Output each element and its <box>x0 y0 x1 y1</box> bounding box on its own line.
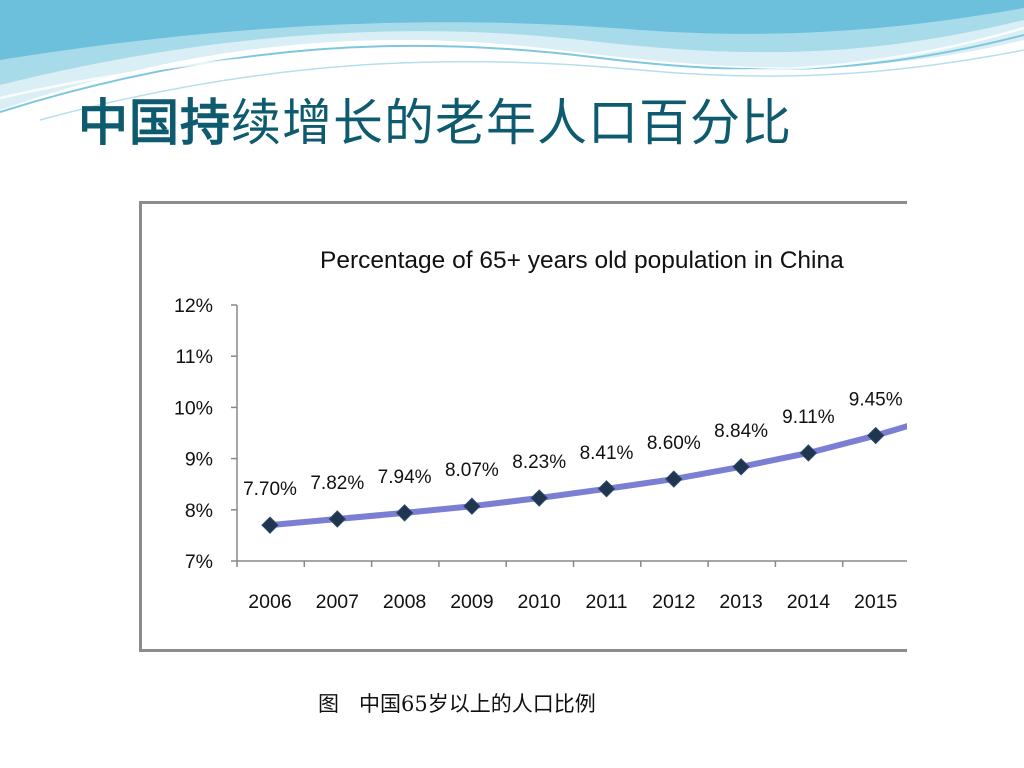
data-label: 8.41% <box>580 443 634 464</box>
y-tick-label: 11% <box>175 346 213 368</box>
data-label: 9.45% <box>849 390 903 411</box>
data-point-marker <box>597 480 616 498</box>
wave-band-dark <box>0 0 1024 60</box>
data-point-marker <box>530 489 548 507</box>
line-chart: Percentage of 65+ years old population i… <box>139 201 907 652</box>
y-tick-label: 7% <box>185 551 213 573</box>
x-tick-label: 2012 <box>652 591 695 613</box>
x-tick-label: 2010 <box>518 591 562 613</box>
x-tick-label: 2006 <box>248 591 291 613</box>
data-label: 8.07% <box>445 460 499 481</box>
data-label: 7.70% <box>243 479 297 500</box>
x-tick-label: 2008 <box>383 591 426 613</box>
slide-title-bold: 中国持 <box>78 94 231 152</box>
data-label: 8.84% <box>714 421 768 442</box>
data-point-marker <box>799 444 818 462</box>
data-point-marker <box>261 516 279 534</box>
x-tick-label: 2011 <box>586 591 628 613</box>
series <box>261 423 907 534</box>
data-label: 7.82% <box>310 473 364 494</box>
slide-title-rest: 续增长的老年人口百分比 <box>231 94 792 152</box>
y-tick-label: 9% <box>185 449 213 471</box>
data-point-marker <box>665 470 683 488</box>
x-tick-label: 2007 <box>316 591 359 613</box>
data-point-marker <box>395 504 414 522</box>
data-label: 8.60% <box>647 433 701 454</box>
x-tick-label: 2013 <box>719 591 762 613</box>
wave-line-2 <box>39 49 1024 121</box>
wave-line-3 <box>0 26 1024 100</box>
data-label: 7.94% <box>378 467 432 488</box>
y-tick-label: 8% <box>185 500 213 522</box>
data-labels: 7.70% 7.82% 7.94% 8.07% 8.23% 8.41% 8.60% 8.84%… <box>243 390 903 501</box>
data-label: 8.23% <box>512 452 566 473</box>
data-point-marker <box>732 458 750 476</box>
data-point-marker <box>866 426 885 445</box>
figure-caption: 图 中国65岁以上的人口比例 <box>318 692 596 716</box>
header-wave-decoration <box>0 0 1024 121</box>
x-tick-label: 2015 <box>854 591 898 613</box>
x-tick-label: 2009 <box>450 591 493 613</box>
chart-border <box>139 201 907 652</box>
data-point-marker <box>328 510 347 528</box>
y-axis: 12% 11% 10% 9% 8% 7% <box>174 295 238 573</box>
y-tick-label: 10% <box>174 397 213 419</box>
x-tick-label: 2014 <box>787 591 831 613</box>
y-tick-label: 12% <box>174 295 213 317</box>
chart-title: Percentage of 65+ years old population i… <box>320 247 844 274</box>
slide-title: 中国持续增长的老年人口百分比 <box>78 96 792 151</box>
data-point-marker <box>463 497 481 515</box>
chart-frame: Percentage of 65+ years old population i… <box>139 201 907 652</box>
data-label: 9.11% <box>782 407 835 428</box>
x-axis: 2006 2007 2008 2009 2010 2011 2012 2013 2014 2015 <box>236 560 907 613</box>
